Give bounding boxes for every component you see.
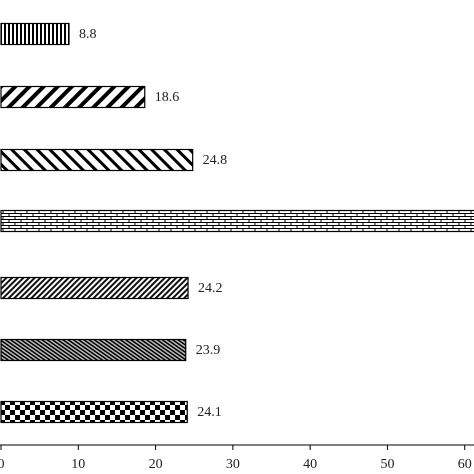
x-tick-label: 60: [458, 457, 472, 472]
x-tick-label: 30: [226, 457, 240, 472]
bar: [0, 338, 187, 362]
bar: [0, 148, 194, 172]
x-tick-label: 40: [303, 457, 317, 472]
x-tick-label: 50: [380, 457, 394, 472]
value-label: 24.2: [198, 281, 223, 296]
bar: [0, 85, 146, 109]
value-label: 23.9: [196, 343, 221, 358]
bar: [0, 400, 188, 424]
bar: [0, 209, 474, 233]
value-label: 18.6: [155, 90, 180, 105]
value-label: 8.8: [79, 27, 97, 42]
x-tick-label: 0: [0, 457, 5, 472]
x-tick-label: 10: [71, 457, 85, 472]
bar: [0, 276, 189, 300]
value-label: 24.8: [203, 153, 228, 168]
x-tick-label: 20: [149, 457, 163, 472]
value-label: 24.1: [197, 405, 222, 420]
bar: [0, 22, 70, 46]
